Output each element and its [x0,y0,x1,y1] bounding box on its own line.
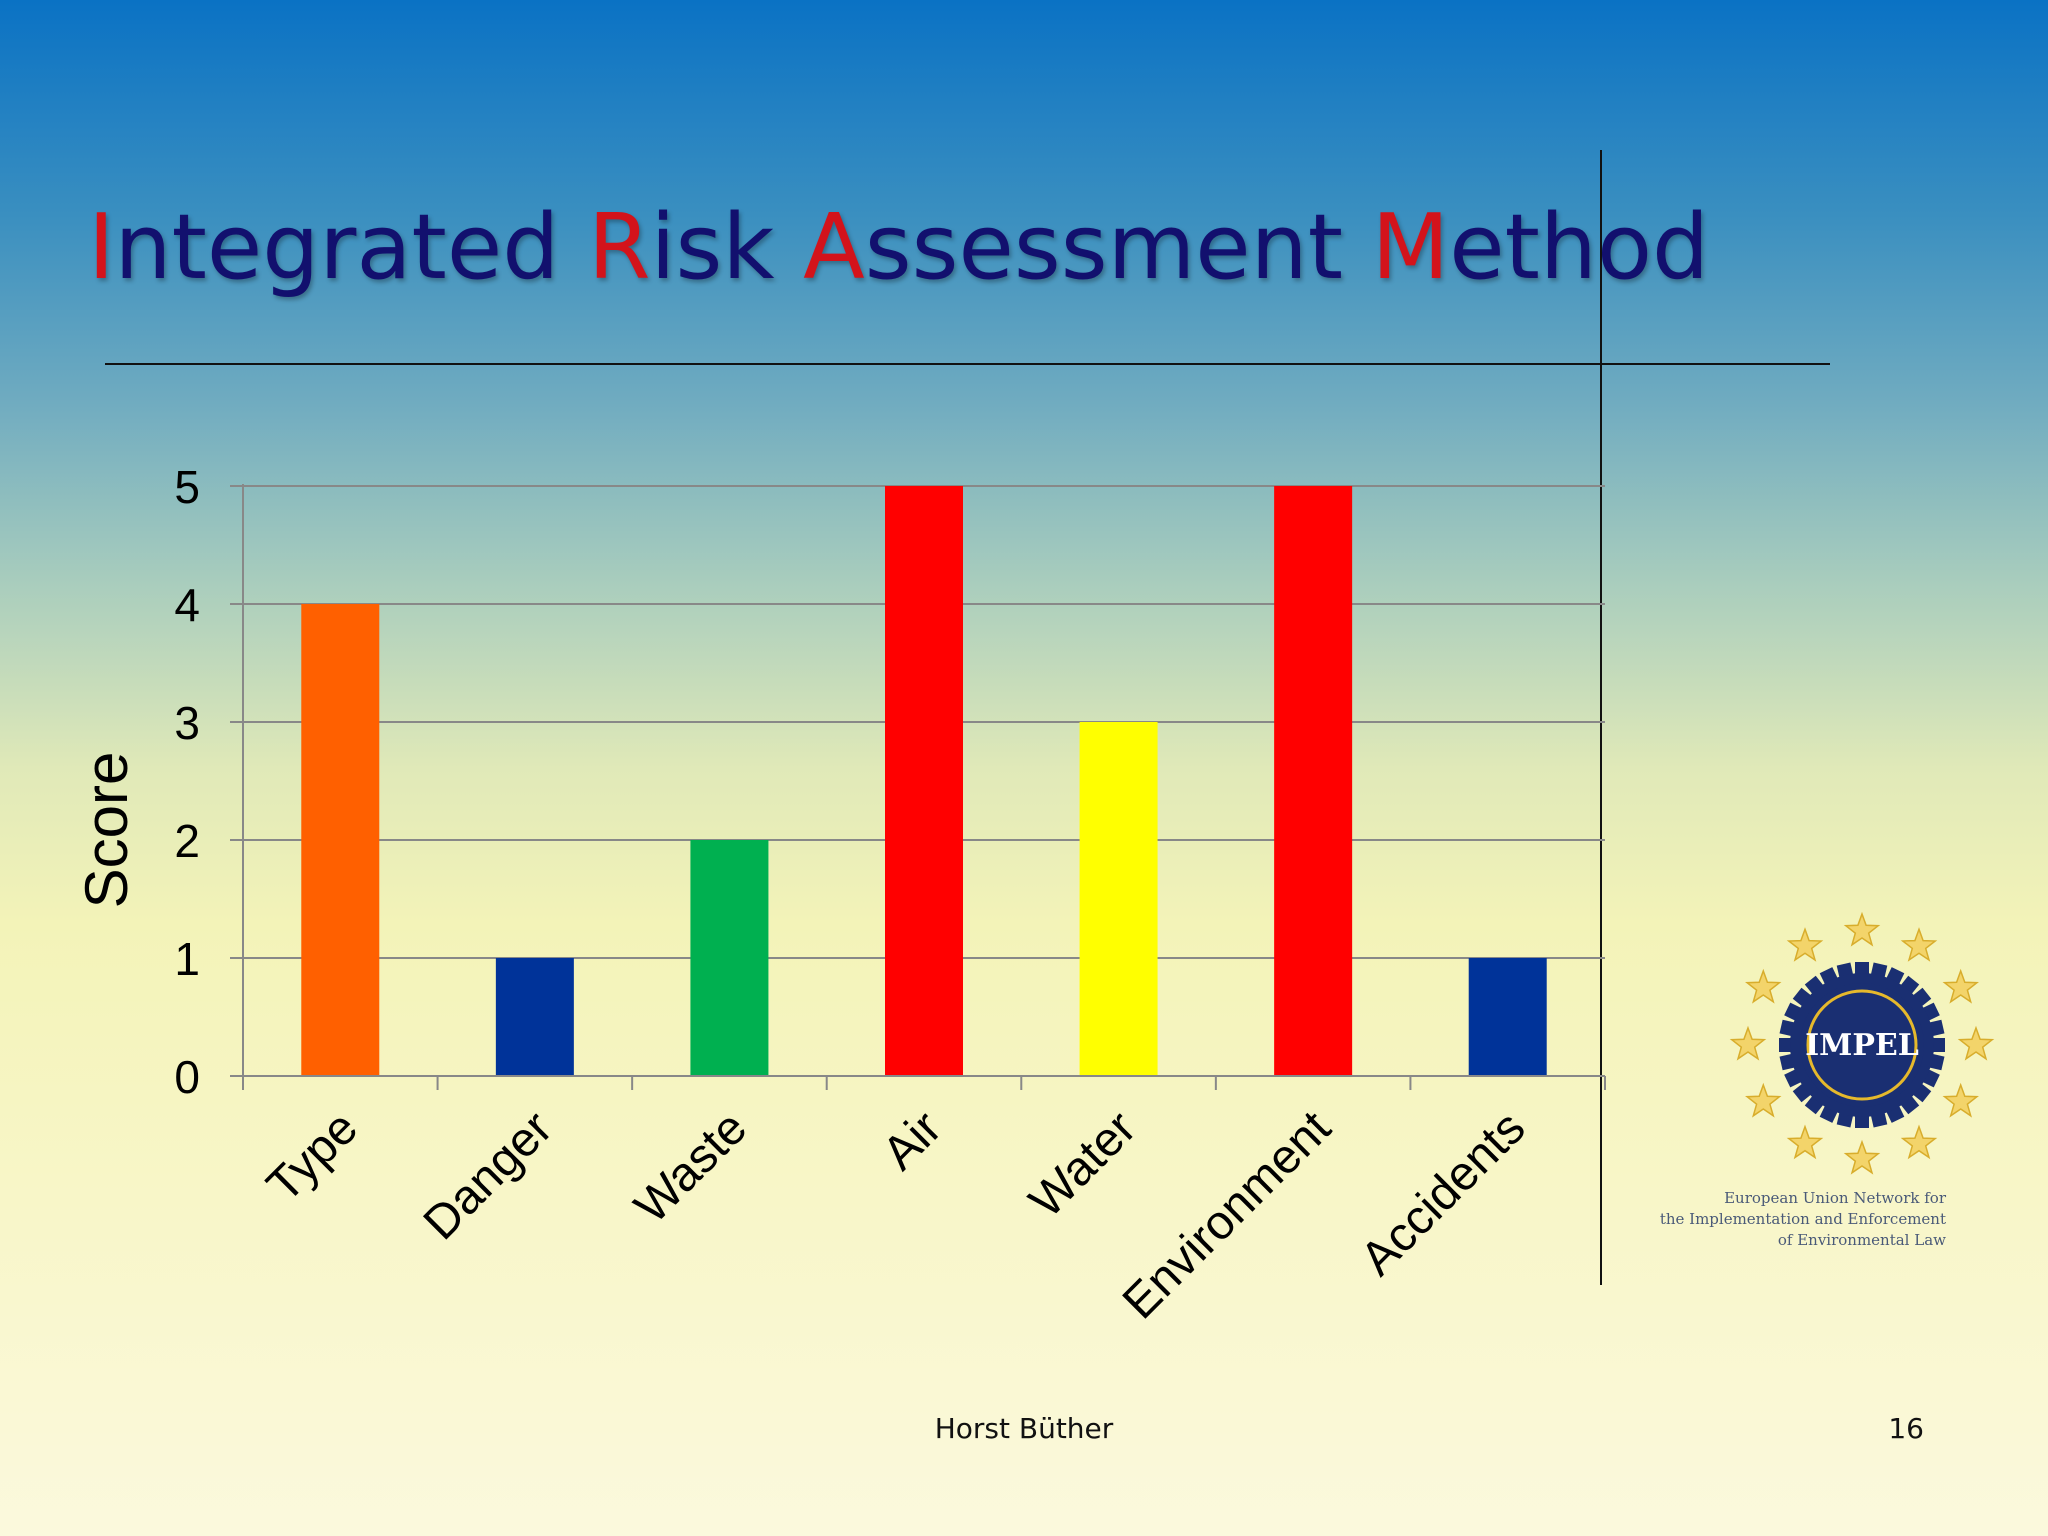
y-axis-tick-labels: 0 1 2 3 4 5 [174,461,200,1103]
logo-caption-line: of Environmental Law [1777,1231,1946,1249]
title-initial-letter: M [1371,195,1450,300]
y-tick-label: 4 [174,579,200,631]
logo-caption-line: the Implementation and Enforcement [1659,1210,1946,1228]
y-axis-label: Score [73,752,140,909]
star-icon [1745,1082,1782,1118]
y-tick-label: 1 [174,933,200,985]
title-text: ntegrated [114,195,588,300]
star-icon [1729,1025,1767,1061]
page-number: 16 [1888,1412,1924,1445]
star-icon [1900,927,1938,962]
y-tick-label: 0 [174,1051,200,1103]
slide-title: Integrated Risk Assessment Method [88,188,1709,308]
title-text: ethod [1449,195,1710,300]
bar-danger [495,958,574,1076]
logo-caption: European Union Network for the Implement… [1660,1188,1946,1251]
y-tick-label: 5 [174,461,200,513]
title-initial-letter: A [803,195,865,300]
title-initial-letter: R [587,195,651,300]
x-tick-label: Environment [1113,1101,1341,1329]
impel-logo: IMPEL [1729,911,1995,1175]
bar-accidents [1468,958,1547,1076]
title-initial-letter: I [88,195,115,300]
star-icon [1942,968,1979,1004]
chart-bars [301,486,1547,1076]
star-icon [1957,1025,1995,1061]
title-text: isk [650,195,804,300]
title-text: ssessment [864,195,1372,300]
bar-environment [1274,486,1353,1076]
y-tick-label: 3 [174,697,200,749]
x-tick-label: Waste [625,1101,757,1233]
title-divider-line [105,363,1830,365]
x-tick-label: Air [873,1101,952,1180]
x-tick-label: Water [1020,1101,1147,1228]
star-icon [1786,1124,1824,1160]
chart-axes [242,484,1606,1090]
bar-water [1079,722,1158,1076]
impel-logo-label: IMPEL [1805,1028,1919,1063]
x-tick-label: Danger [414,1101,563,1250]
bar-air [885,486,963,1076]
bar-type [301,604,380,1076]
star-icon [1843,911,1881,947]
y-tick-label: 2 [174,815,200,867]
star-icon [1745,968,1782,1004]
footer-author: Horst Büther [934,1412,1114,1445]
star-icon [1900,1124,1938,1160]
x-tick-label: Accidents [1351,1101,1536,1286]
vertical-divider-line [1600,150,1602,1285]
star-icon [1942,1082,1979,1118]
star-icon [1786,927,1824,962]
logo-caption-line: European Union Network for [1724,1189,1946,1207]
star-icon [1843,1139,1881,1175]
bar-waste [690,840,769,1076]
x-tick-label: Type [257,1101,368,1212]
